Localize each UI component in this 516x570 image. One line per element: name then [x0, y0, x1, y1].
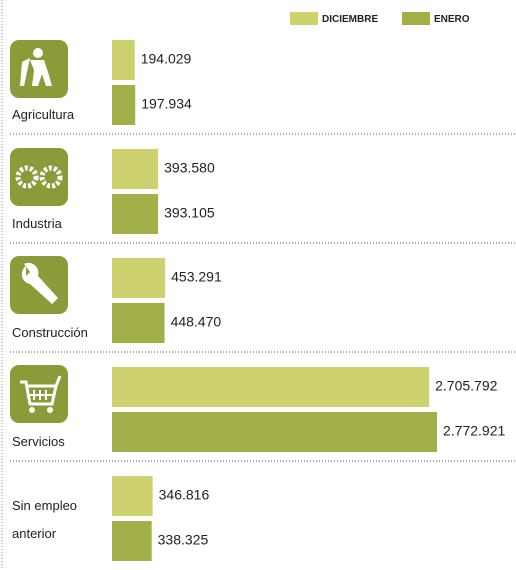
value-label: 2.705.792: [435, 378, 497, 394]
value-label: 197.934: [141, 96, 192, 112]
value-label: 393.105: [164, 205, 215, 221]
category-label: Sin empleo anterior: [12, 498, 78, 541]
category-label: Construcción: [12, 325, 88, 340]
bar: [112, 476, 153, 516]
value-label: 453.291: [171, 269, 222, 285]
legend-swatch: [402, 12, 430, 25]
icon-services: [10, 365, 68, 423]
legend-swatch: [290, 12, 318, 25]
category-label: Servicios: [12, 434, 65, 449]
category-label: Industria: [12, 216, 62, 231]
value-label: 393.580: [164, 160, 215, 176]
bar: [112, 303, 165, 343]
bar: [112, 367, 430, 407]
bar: [112, 412, 437, 452]
value-label: 2.772.921: [443, 423, 505, 439]
icon-construction: [10, 256, 68, 314]
bar: [112, 194, 159, 234]
bar: [112, 40, 135, 80]
icon-agriculture: [10, 40, 68, 98]
value-label: 346.816: [159, 487, 210, 503]
bar: [112, 149, 159, 189]
legend-label: DICIEMBRE: [322, 14, 378, 25]
value-label: 194.029: [141, 51, 192, 67]
value-label: 338.325: [158, 532, 209, 548]
legend-label: ENERO: [434, 14, 470, 25]
icon-industry: [10, 148, 68, 206]
category-label: Agricultura: [12, 107, 75, 122]
bar: [112, 258, 166, 298]
bar: [112, 85, 136, 125]
value-label: 448.470: [171, 314, 222, 330]
bar: [112, 521, 152, 561]
